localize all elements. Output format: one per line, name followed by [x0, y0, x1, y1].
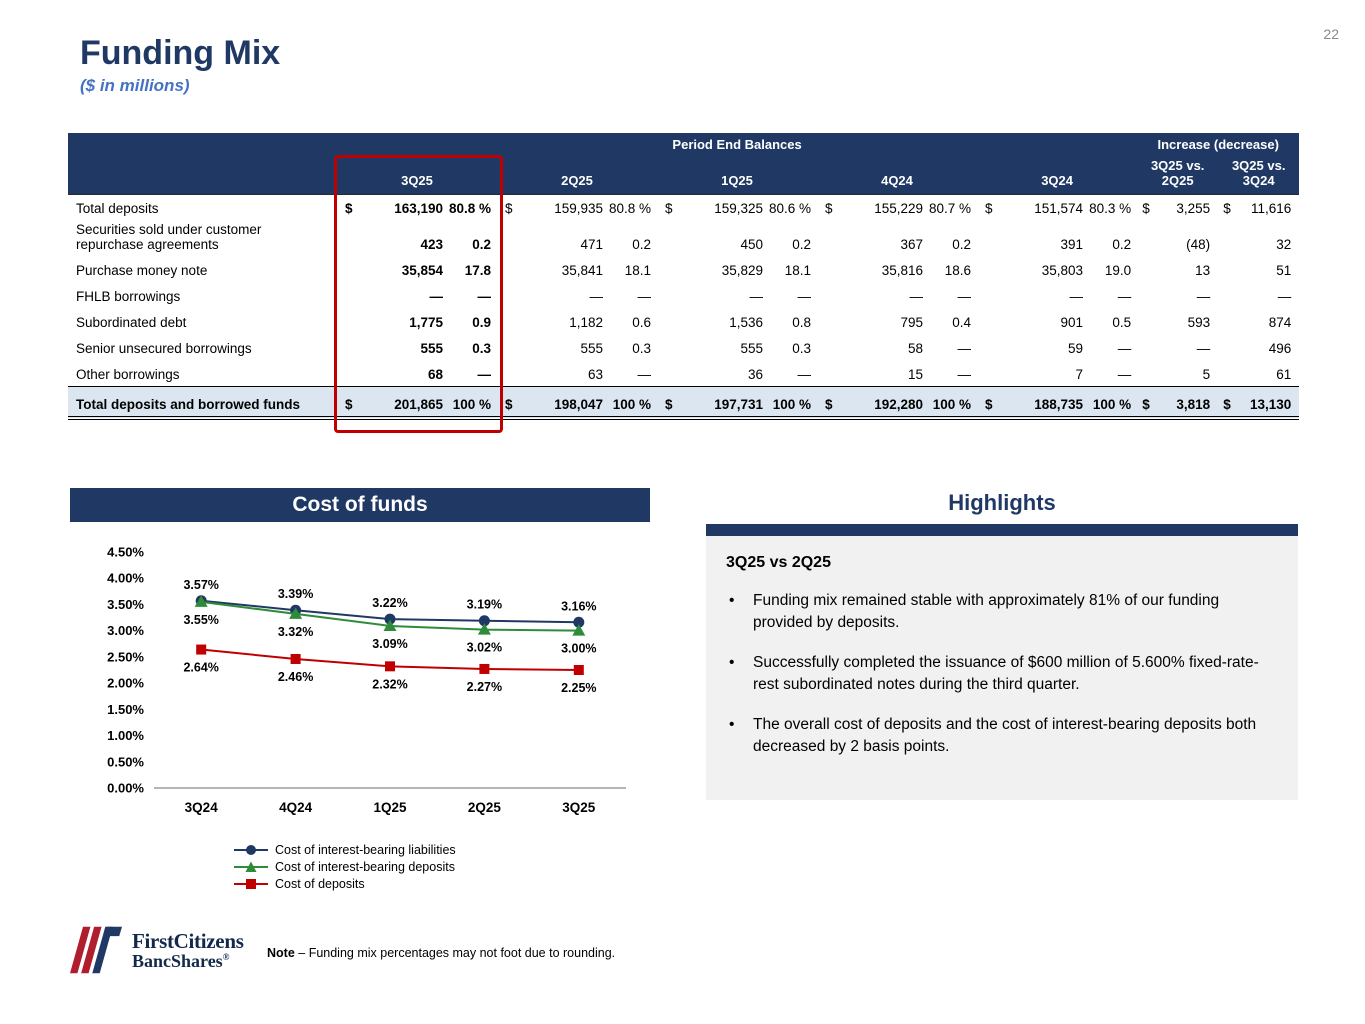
svg-text:3.55%: 3.55%: [183, 613, 218, 627]
col-header-3q25: 3Q25: [337, 156, 497, 195]
table-column-header-row: 3Q25 2Q25 1Q25 4Q24 3Q24 3Q25 vs. 2Q25 3Q25 vs.…: [68, 156, 1300, 195]
legend-label: Cost of interest-bearing liabilities: [275, 842, 456, 857]
legend-marker-icon: [234, 861, 268, 872]
svg-text:0.00%: 0.00%: [107, 781, 144, 796]
svg-text:0.50%: 0.50%: [107, 754, 144, 769]
bullet-dot-icon: •: [729, 716, 735, 733]
cost-of-funds-chart-area: 0.00% 0.50% 1.00% 1.50% 2.00% 2.50% 3.00% 3.50%…: [70, 526, 650, 841]
registered-mark: ®: [222, 951, 230, 962]
table-row: Other borrowings 68—63—36—15—7—5 61: [76, 366, 1292, 382]
highlights-bullet-list: • Funding mix remained stable with approx…: [726, 590, 1274, 758]
table-group-header-row: Period End Balances Increase (decrease): [68, 133, 1300, 156]
legend-item: Cost of interest-bearing deposits: [234, 858, 650, 875]
svg-text:2.64%: 2.64%: [183, 661, 218, 675]
svg-text:3.16%: 3.16%: [561, 599, 596, 613]
bullet-text: Funding mix remained stable with approxi…: [753, 592, 1220, 631]
col-header-4q24: 4Q24: [817, 156, 977, 195]
cost-of-funds-panel: Cost of funds 0.00% 0.50% 1.00% 1.50% 2.00% 2…: [70, 488, 650, 892]
footnote-text: – Funding mix percentages may not foot d…: [298, 946, 616, 960]
table-row: Total deposits and borrowed funds $201,86…: [68, 385, 1300, 420]
increase-decrease-header: Increase (decrease): [1137, 133, 1300, 156]
table-row: Total deposits $163,190 80.8 % $159,935 80.8…: [76, 201, 1292, 216]
page-number: 22: [1323, 26, 1339, 42]
bullet-dot-icon: •: [729, 592, 735, 609]
footnote-label: Note: [267, 946, 295, 960]
svg-text:2.50%: 2.50%: [107, 649, 144, 664]
highlights-body: 3Q25 vs 2Q25 • Funding mix remained stabl…: [706, 536, 1298, 800]
cost-of-funds-chart: 0.00% 0.50% 1.00% 1.50% 2.00% 2.50% 3.00% 3.50%…: [107, 545, 626, 815]
table-row: Purchase money note 35,854 17.8 35,841 18.1 3…: [76, 263, 1292, 278]
col-header-3q25vs-2q25: 3Q25 vs. 2Q25: [1137, 156, 1219, 195]
legend-marker-icon: [234, 878, 268, 889]
highlight-bullet: • Funding mix remained stable with approx…: [726, 590, 1274, 634]
svg-text:1Q25: 1Q25: [373, 800, 407, 815]
table-corner: [68, 133, 337, 156]
legend-item: Cost of deposits: [234, 875, 650, 892]
col-header-3q24: 3Q24: [977, 156, 1138, 195]
svg-text:3Q24: 3Q24: [185, 800, 219, 815]
legend-marker-icon: [234, 844, 268, 855]
bullet-text: The overall cost of deposits and the cos…: [753, 716, 1257, 755]
svg-text:2.25%: 2.25%: [561, 681, 596, 695]
svg-text:3.50%: 3.50%: [107, 597, 144, 612]
svg-text:2Q25: 2Q25: [468, 800, 502, 815]
legend-label: Cost of interest-bearing deposits: [275, 859, 455, 874]
svg-text:1.50%: 1.50%: [107, 702, 144, 717]
svg-text:3.57%: 3.57%: [183, 578, 218, 592]
svg-text:3.00%: 3.00%: [107, 623, 144, 638]
legend-label: Cost of deposits: [275, 876, 365, 891]
footnote: Note – Funding mix percentages may not f…: [267, 946, 615, 960]
svg-text:4Q24: 4Q24: [279, 800, 313, 815]
table-row: Securities sold under customer repurchas…: [76, 222, 1292, 252]
funding-mix-table-wrap: Period End Balances Increase (decrease) 3Q…: [68, 133, 1300, 433]
highlight-bullet: • Successfully completed the issuance of …: [726, 652, 1274, 696]
highlights-divider-bar: [706, 524, 1298, 536]
bullet-text: Successfully completed the issuance of $…: [753, 654, 1259, 693]
svg-text:4.00%: 4.00%: [107, 571, 144, 586]
col-header-1q25: 1Q25: [657, 156, 817, 195]
funding-mix-table: Period End Balances Increase (decrease) 3Q…: [68, 133, 1300, 420]
page-header: Funding Mix ($ in millions): [80, 34, 280, 96]
col-header-3q25vs-3q24: 3Q25 vs. 3Q24: [1218, 156, 1300, 195]
period-end-balances-header: Period End Balances: [337, 133, 1138, 156]
svg-text:3Q25: 3Q25: [562, 800, 596, 815]
brand-name-line1: FirstCitizens: [132, 928, 244, 953]
svg-text:3.39%: 3.39%: [278, 587, 313, 601]
page-title: Funding Mix: [80, 34, 281, 72]
brand-name-line2: BancShares®: [132, 950, 230, 971]
legend-item: Cost of interest-bearing liabilities: [234, 841, 650, 858]
company-logo: FirstCitizens BancShares®: [70, 926, 244, 974]
svg-text:2.32%: 2.32%: [372, 677, 407, 691]
svg-text:3.09%: 3.09%: [372, 637, 407, 651]
svg-text:2.27%: 2.27%: [467, 680, 502, 694]
svg-text:3.00%: 3.00%: [561, 642, 596, 656]
svg-text:2.46%: 2.46%: [278, 670, 313, 684]
svg-text:2.00%: 2.00%: [107, 676, 144, 691]
table-row: Subordinated debt 1,775 0.9 1,182 0.6 1,536 0.…: [76, 315, 1292, 330]
page-subtitle: ($ in millions): [80, 76, 190, 95]
col-header-2q25: 2Q25: [497, 156, 657, 195]
cost-of-funds-title: Cost of funds: [70, 488, 650, 522]
svg-text:4.50%: 4.50%: [107, 545, 144, 560]
table-row: Senior unsecured borrowings 555 0.3 555 0.3 5…: [76, 341, 1292, 356]
bullet-dot-icon: •: [729, 654, 735, 671]
svg-text:3.22%: 3.22%: [372, 596, 407, 610]
chart-legend: Cost of interest-bearing liabilities Cost…: [234, 841, 650, 892]
brand-name: FirstCitizens BancShares®: [132, 928, 244, 971]
logo-mark-icon: [70, 926, 122, 974]
highlights-panel: Highlights 3Q25 vs 2Q25 • Funding mix rem…: [706, 490, 1298, 800]
svg-text:3.32%: 3.32%: [278, 625, 313, 639]
table-row: FHLB borrowings — — — — — — — — — — — —: [76, 289, 1292, 304]
svg-text:1.00%: 1.00%: [107, 728, 144, 743]
highlights-subtitle: 3Q25 vs 2Q25: [726, 554, 831, 571]
svg-text:3.19%: 3.19%: [467, 598, 502, 612]
highlights-title: Highlights: [948, 490, 1056, 515]
highlight-bullet: • The overall cost of deposits and the co…: [726, 714, 1274, 758]
svg-text:3.02%: 3.02%: [467, 641, 502, 655]
